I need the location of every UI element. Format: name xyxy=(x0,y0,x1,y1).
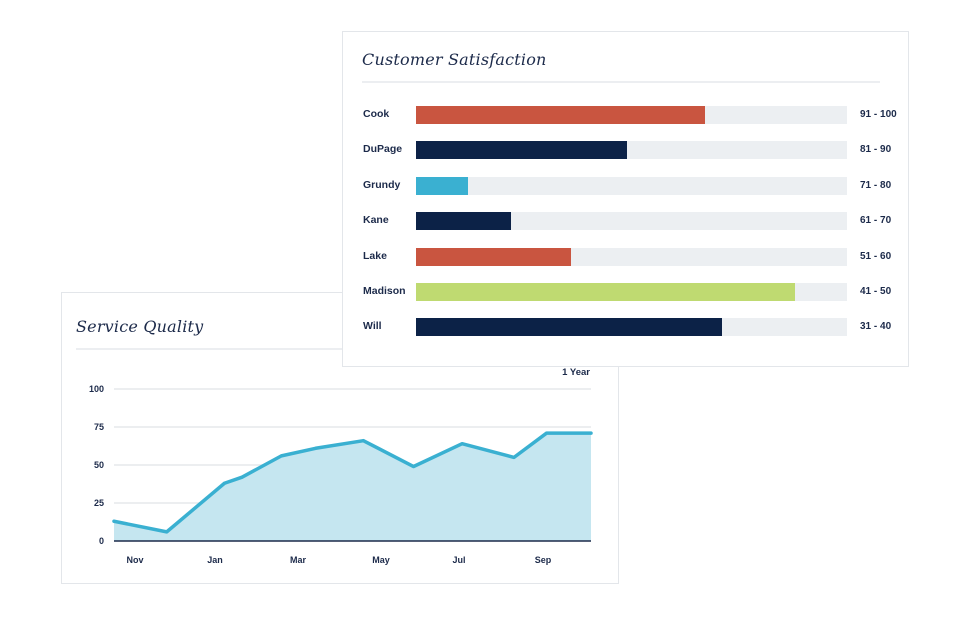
x-tick-label: Sep xyxy=(535,555,552,565)
service-quality-divider xyxy=(76,348,602,350)
bar-range-label: 81 - 90 xyxy=(860,144,892,156)
x-tick-label: Nov xyxy=(126,555,143,565)
bar-row-dupage: DuPage 81 - 90 xyxy=(343,141,908,160)
data-point xyxy=(165,530,169,534)
bar-category-label: Cook xyxy=(363,108,390,120)
y-tick-label: 100 xyxy=(89,384,104,394)
data-point xyxy=(589,431,593,435)
service-quality-chart: 0 25 50 75 100 Nov Jan Mar May Jul Sep xyxy=(89,384,593,565)
bar-range-label: 91 - 100 xyxy=(860,109,897,120)
area-fill xyxy=(114,433,591,541)
x-tick-label: May xyxy=(372,555,390,565)
bar-row-madison: Madison 41 - 50 xyxy=(343,283,908,301)
data-point xyxy=(222,481,226,485)
bar-range-label: 51 - 60 xyxy=(860,250,892,262)
bar-row-lake: Lake 51 - 60 xyxy=(343,247,908,266)
bar-range-label: 61 - 70 xyxy=(860,215,892,227)
bar-range-label: 31 - 40 xyxy=(860,321,892,333)
bar-category-label: Kane xyxy=(363,214,389,227)
data-point xyxy=(240,475,244,479)
data-point xyxy=(314,446,318,450)
customer-satisfaction-title: Customer Satisfaction xyxy=(362,50,547,69)
x-tick-label: Mar xyxy=(290,555,307,565)
data-point xyxy=(460,442,464,446)
bar-fill-lake xyxy=(416,247,572,266)
bar-track xyxy=(416,141,847,160)
data-point xyxy=(279,454,283,458)
x-tick-label: Jan xyxy=(207,555,223,565)
bar-range-label: 41 - 50 xyxy=(860,286,892,297)
time-range-selector[interactable]: 1 Year xyxy=(562,367,590,378)
bar-range-label: 71 - 80 xyxy=(860,179,892,191)
y-tick-label: 50 xyxy=(94,460,104,470)
customer-satisfaction-divider xyxy=(362,81,880,83)
data-point xyxy=(412,465,416,469)
bar-fill-madison xyxy=(416,283,796,301)
bar-fill-kane xyxy=(416,212,511,231)
data-point xyxy=(361,439,365,443)
service-quality-title: Service Quality xyxy=(76,317,204,336)
data-point xyxy=(545,431,549,435)
bar-category-label: Will xyxy=(363,320,382,333)
x-tick-label: Jul xyxy=(452,555,465,565)
data-point xyxy=(512,455,516,459)
bar-track xyxy=(416,212,847,231)
bar-fill-dupage xyxy=(416,141,628,160)
bar-row-will: Will 31 - 40 xyxy=(343,318,908,337)
bar-fill-cook xyxy=(416,106,705,124)
bar-track xyxy=(416,176,847,195)
y-tick-label: 25 xyxy=(94,498,104,508)
bar-track xyxy=(416,106,847,124)
y-tick-label: 0 xyxy=(99,536,104,546)
bar-track xyxy=(416,283,847,301)
bar-track xyxy=(416,247,847,266)
bar-fill-grundy xyxy=(416,176,468,195)
bar-row-kane: Kane 61 - 70 xyxy=(343,212,908,231)
series-line xyxy=(112,431,593,534)
bar-category-label: Lake xyxy=(363,249,387,262)
bar-category-label: Madison xyxy=(363,285,406,297)
y-tick-label: 75 xyxy=(94,422,104,432)
customer-satisfaction-card: Customer Satisfaction Cook 91 - 100 DuPage… xyxy=(342,31,909,367)
bar-row-cook: Cook 91 - 100 xyxy=(343,106,908,124)
bar-fill-will xyxy=(416,318,722,337)
bar-track xyxy=(416,318,847,337)
bar-category-label: DuPage xyxy=(363,143,403,156)
bar-row-grundy: Grundy 71 - 80 xyxy=(343,176,908,195)
bar-category-label: Grundy xyxy=(363,178,401,191)
data-point xyxy=(112,519,116,523)
